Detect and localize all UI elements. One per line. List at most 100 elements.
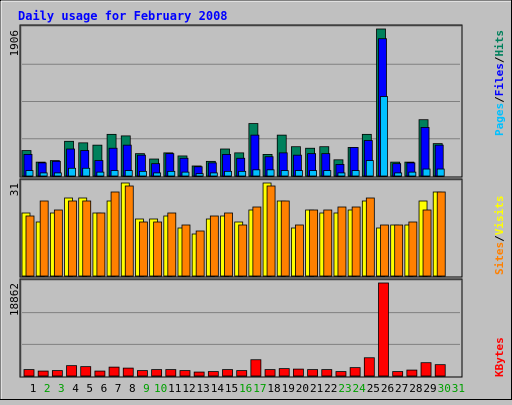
bar-sites-day-23 xyxy=(337,206,347,277)
bar-pages-day-12 xyxy=(181,171,190,177)
bar-kbytes-day-16 xyxy=(236,370,248,377)
bar-pages-day-19 xyxy=(280,170,289,177)
bar-kbytes-day-19 xyxy=(278,368,290,377)
bar-kbytes-day-28 xyxy=(406,369,418,377)
legend-files: Files xyxy=(493,63,506,96)
bar-kbytes-day-24 xyxy=(349,367,361,377)
x-label-day-6: 6 xyxy=(101,382,108,395)
bar-kbytes-day-20 xyxy=(293,368,304,377)
x-label-day-28: 28 xyxy=(409,382,422,395)
bar-kbytes-day-26 xyxy=(378,282,389,377)
bar-sites-day-4 xyxy=(68,200,77,277)
hits-ymax-label: 1906 xyxy=(8,30,21,57)
x-label-day-18: 18 xyxy=(267,382,280,395)
bar-pages-day-14 xyxy=(209,172,218,177)
bar-kbytes-day-8 xyxy=(122,367,134,377)
x-label-day-10: 10 xyxy=(154,382,167,395)
bar-pages-day-24 xyxy=(351,170,360,177)
bar-pages-day-15 xyxy=(224,170,232,177)
bar-pages-day-10 xyxy=(153,172,162,177)
x-label-day-3: 3 xyxy=(58,382,65,395)
bar-sites-day-20 xyxy=(295,224,304,277)
bar-sites-day-28 xyxy=(408,221,418,277)
bar-pages-day-13 xyxy=(195,173,204,177)
bar-pages-day-20 xyxy=(295,170,303,177)
bar-sites-day-18 xyxy=(266,185,276,277)
x-label-day-14: 14 xyxy=(211,382,225,395)
bar-sites-day-19 xyxy=(280,200,290,277)
legend-hits: Hits xyxy=(493,30,506,57)
x-label-day-31: 31 xyxy=(452,382,465,395)
bar-pages-day-29 xyxy=(422,168,431,177)
x-label-day-29: 29 xyxy=(423,382,436,395)
bar-kbytes-day-13 xyxy=(193,371,205,377)
bar-sites-day-27 xyxy=(394,224,404,277)
bar-kbytes-day-11 xyxy=(165,369,177,377)
panel-kbytes xyxy=(19,278,463,378)
x-label-day-16: 16 xyxy=(239,382,252,395)
bar-pages-day-17 xyxy=(252,169,261,177)
bar-sites-day-11 xyxy=(167,212,177,277)
bar-kbytes-day-21 xyxy=(307,369,319,377)
bar-sites-day-14 xyxy=(209,215,219,277)
bar-sites-day-10 xyxy=(153,221,163,277)
x-label-day-8: 8 xyxy=(129,382,136,395)
bar-kbytes-day-23 xyxy=(335,371,347,377)
bar-pages-day-26 xyxy=(380,96,388,177)
legend-visits: Visits xyxy=(493,196,506,236)
kbytes-ymax-label: 18862 xyxy=(8,283,21,316)
x-label-day-1: 1 xyxy=(30,382,37,395)
bar-sites-day-7 xyxy=(110,191,120,277)
bar-kbytes-day-25 xyxy=(363,357,375,377)
x-label-day-12: 12 xyxy=(182,382,195,395)
bar-kbytes-day-3 xyxy=(51,370,63,377)
bar-sites-day-8 xyxy=(124,185,134,277)
bar-pages-day-5 xyxy=(82,167,91,177)
bar-pages-day-1 xyxy=(25,170,34,177)
bar-sites-day-25 xyxy=(365,197,375,277)
bar-sites-day-29 xyxy=(422,209,432,277)
hits-legend: Pages/Files/Hits xyxy=(493,30,506,136)
bar-sites-day-13 xyxy=(195,230,205,277)
bar-sites-day-9 xyxy=(139,221,148,277)
bar-sites-day-2 xyxy=(39,200,49,277)
bar-sites-day-17 xyxy=(252,206,262,277)
bar-pages-day-30 xyxy=(436,168,445,177)
bar-kbytes-day-15 xyxy=(222,369,233,377)
bar-kbytes-day-12 xyxy=(179,370,191,377)
bar-sites-day-1 xyxy=(25,215,35,277)
x-label-day-5: 5 xyxy=(86,382,93,395)
x-label-day-26: 26 xyxy=(381,382,394,395)
bar-kbytes-day-5 xyxy=(80,366,92,377)
legend-sep-2: / xyxy=(493,56,506,63)
bar-pages-day-9 xyxy=(139,170,147,177)
legend-pages: Pages xyxy=(493,103,506,136)
visits-legend: Sites/Visits xyxy=(493,196,506,276)
bar-kbytes-day-22 xyxy=(321,369,333,377)
bar-kbytes-day-9 xyxy=(137,370,148,377)
bar-pages-day-8 xyxy=(124,170,133,177)
bar-sites-day-22 xyxy=(323,209,333,277)
x-label-day-19: 19 xyxy=(282,382,295,395)
x-label-day-11: 11 xyxy=(168,382,181,395)
x-label-day-21: 21 xyxy=(310,382,323,395)
bar-pages-day-21 xyxy=(309,170,318,177)
bar-pages-day-23 xyxy=(337,172,346,177)
bar-pages-day-18 xyxy=(266,169,275,177)
bar-sites-day-24 xyxy=(351,206,361,277)
bar-kbytes-day-18 xyxy=(264,369,276,377)
x-label-day-13: 13 xyxy=(197,382,210,395)
legend-sites: Sites xyxy=(493,242,506,275)
x-label-day-23: 23 xyxy=(338,382,351,395)
bar-sites-day-3 xyxy=(53,209,63,277)
bar-kbytes-day-7 xyxy=(108,366,120,377)
bar-pages-day-2 xyxy=(39,172,48,177)
bar-kbytes-day-6 xyxy=(94,370,106,377)
x-label-day-7: 7 xyxy=(115,382,122,395)
x-label-day-20: 20 xyxy=(296,382,309,395)
x-label-day-2: 2 xyxy=(44,382,51,395)
x-label-day-25: 25 xyxy=(367,382,380,395)
bar-kbytes-day-10 xyxy=(151,369,163,377)
